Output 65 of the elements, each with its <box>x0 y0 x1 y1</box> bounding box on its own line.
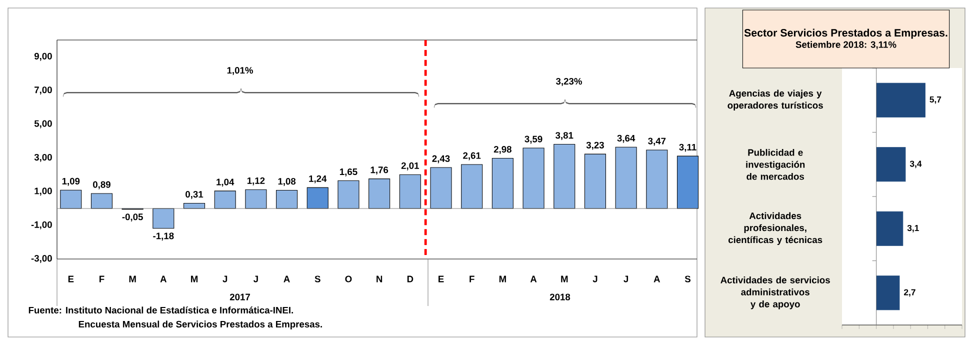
y-tick-label: -1,00 <box>31 221 52 230</box>
source-note: Fuente: Instituto Nacional de Estadística e Informática-INEI. <box>28 306 293 314</box>
x-tick-label: D <box>407 276 414 282</box>
x-tick-label: M <box>499 276 506 282</box>
x-tick-label: J <box>222 276 228 282</box>
y-tick-label: -3,00 <box>31 255 52 263</box>
data-label: 3,4 <box>910 160 922 168</box>
x-tick-label: M <box>191 276 198 282</box>
x-tick-label: J <box>253 276 258 282</box>
y-tick-label: 3,00 <box>34 154 52 162</box>
data-label: 2,43 <box>432 155 450 164</box>
x-tick-label: F <box>470 276 474 282</box>
x-tick-label: E <box>68 276 74 282</box>
x-tick-label: M <box>129 276 136 282</box>
data-label: 2,01 <box>401 162 419 170</box>
x-tick-label: J <box>624 276 628 282</box>
data-label: 1,08 <box>278 178 296 186</box>
data-label: 3,11 <box>679 144 696 152</box>
x-tick-label: F <box>100 276 104 282</box>
x-tick-label: M <box>561 276 568 282</box>
y-tick-label: 7,00 <box>34 86 52 95</box>
text: 2018 <box>550 294 570 300</box>
data-label: 3,47 <box>648 138 666 146</box>
x-tick-label: E <box>438 276 444 282</box>
text: Encuesta Mensual de Servicios Prestados a Empresas. <box>78 320 322 330</box>
y-tick-label: Actividades profesionales, científicas y técnicas <box>728 212 822 245</box>
data-label: 2,7 <box>904 289 916 297</box>
data-label: 1,76 <box>370 166 388 175</box>
annotation: 1,01% <box>227 67 253 75</box>
data-label: 0,89 <box>93 181 110 190</box>
x-tick-label: S <box>314 276 320 282</box>
x-tick-label: O <box>345 276 352 282</box>
y-tick-label: Agencias de viajes y operadores turísticos <box>728 90 823 110</box>
data-label: -0,05 <box>122 214 143 222</box>
data-label: 3,59 <box>524 136 542 144</box>
x-tick-label: S <box>684 276 690 282</box>
x-tick-label: N <box>376 276 382 282</box>
data-label: 1,24 <box>309 175 327 184</box>
chart-title: Sector Servicios Prestados a Empresas. <box>744 28 948 39</box>
x-tick-label: A <box>284 276 290 282</box>
y-tick-label: 1,00 <box>34 188 52 196</box>
data-label: 2,98 <box>494 146 512 154</box>
data-label: 0,31 <box>186 191 204 199</box>
chart-subtitle: Setiembre 2018: 3,11% <box>796 41 896 50</box>
data-label: 3,81 <box>556 132 574 140</box>
data-label: 1,04 <box>216 178 234 187</box>
data-label: -1,18 <box>153 232 174 241</box>
x-tick-label: A <box>654 276 660 282</box>
x-tick-label: J <box>592 276 598 282</box>
x-tick-label: A <box>160 276 167 282</box>
data-label: 3,1 <box>907 224 919 232</box>
y-tick-label: Publicidad e investigación de mercados <box>746 148 805 180</box>
annotation: 3,23% <box>556 78 582 86</box>
data-label: 2,61 <box>463 152 481 160</box>
y-tick-label: 9,00 <box>34 52 52 61</box>
data-label: 1,65 <box>340 168 358 176</box>
text: 2017 <box>230 294 250 300</box>
data-label: 1,09 <box>62 178 80 186</box>
data-label: 3,64 <box>617 134 636 143</box>
data-label: 3,23 <box>586 142 604 150</box>
data-label: 5,7 <box>930 96 942 104</box>
y-tick-label: 5,00 <box>34 120 52 128</box>
x-tick-label: A <box>530 276 537 282</box>
data-label: 1,12 <box>247 177 265 186</box>
y-tick-label: Actividades de servicios administrativos y de apoyo <box>720 276 830 310</box>
